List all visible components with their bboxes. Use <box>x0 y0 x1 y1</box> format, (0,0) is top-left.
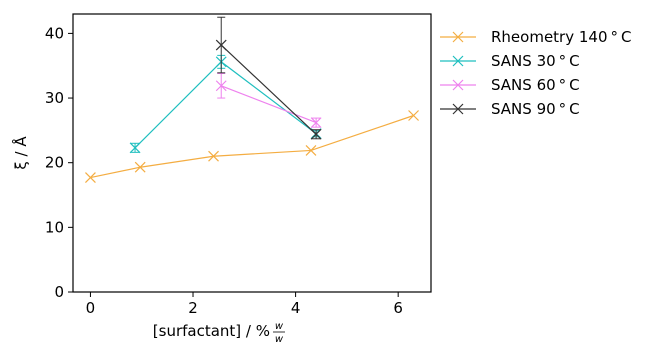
series-line <box>221 85 317 124</box>
legend-item: SANS 60 ° C <box>440 76 580 94</box>
legend-marker <box>452 55 464 67</box>
data-point-marker <box>310 117 322 129</box>
legend-marker <box>452 31 464 43</box>
legend: Rheometry 140 ° C SANS 30 ° C SANS 60 ° C S… <box>440 28 631 118</box>
x-tick-label: 4 <box>291 299 301 317</box>
legend-label: Rheometry 140 ° C <box>491 28 631 46</box>
data-point-marker <box>134 161 146 173</box>
x-axis-ticks: 0 2 4 6 <box>86 292 403 317</box>
y-tick-label: 20 <box>45 154 64 172</box>
plot-area <box>85 16 419 183</box>
y-tick-label: 0 <box>54 283 64 301</box>
legend-marker <box>452 79 464 91</box>
series-1 <box>129 54 322 154</box>
x-tick-label: 6 <box>393 299 403 317</box>
data-point-marker <box>310 128 322 140</box>
data-point-marker <box>215 39 227 51</box>
data-point-marker <box>305 144 317 156</box>
data-point-marker <box>215 80 227 92</box>
x-tick-label: 0 <box>86 299 96 317</box>
legend-label: SANS 60 ° C <box>491 76 580 94</box>
data-point-marker <box>208 150 219 162</box>
y-tick-label: 40 <box>45 24 64 42</box>
x-axis-label-fraction-numerator: w <box>275 321 284 332</box>
series-3 <box>215 16 322 140</box>
data-point-marker <box>408 110 419 121</box>
series-line <box>134 61 317 149</box>
legend-label: SANS 30 ° C <box>491 52 580 70</box>
y-axis-label: ξ / Å <box>11 136 30 170</box>
x-axis-label-fraction-denominator: w <box>275 334 284 345</box>
series-0 <box>85 110 419 183</box>
series-2 <box>215 72 322 129</box>
data-point-marker <box>129 142 141 154</box>
y-tick-label: 30 <box>45 89 64 107</box>
legend-item: Rheometry 140 ° C <box>440 28 631 46</box>
legend-item: SANS 30 ° C <box>440 52 580 70</box>
legend-item: SANS 90 ° C <box>440 100 580 118</box>
plot-frame <box>72 13 432 293</box>
x-tick-label: 2 <box>188 299 198 317</box>
legend-label: SANS 90 ° C <box>491 100 580 118</box>
x-axis-label: [surfactant] / % <box>153 322 270 340</box>
data-point-marker <box>85 172 96 183</box>
y-tick-label: 10 <box>45 218 64 236</box>
legend-marker <box>452 103 464 115</box>
x-axis-label-fraction: w w <box>273 321 285 345</box>
series-line <box>220 44 317 135</box>
axes: 0 2 4 6 0 10 20 30 40 [surfactant] / % w w ξ / … <box>11 13 432 345</box>
y-axis-ticks: 0 10 20 30 40 <box>45 24 73 301</box>
